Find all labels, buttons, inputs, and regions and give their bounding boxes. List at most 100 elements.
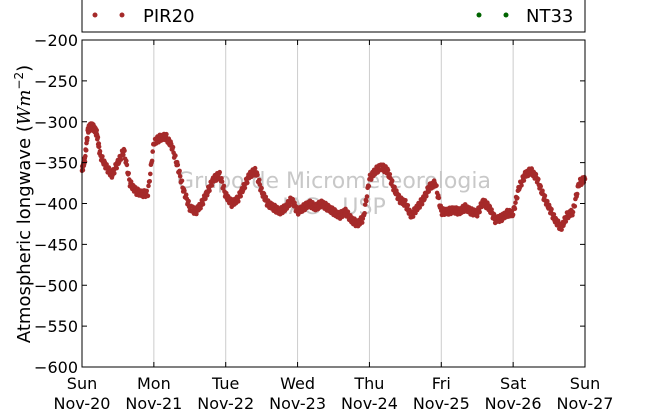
x-tick-label-date: Nov-27 [557,394,614,409]
data-point-pir20 [387,172,393,177]
data-point-pir20 [106,165,112,170]
x-tick-label-day: Thu [353,374,384,393]
data-point-pir20 [122,148,127,153]
data-point-pir20 [436,195,442,201]
x-tick-label-date: Nov-21 [125,394,182,409]
data-point-pir20 [186,198,191,204]
data-point-pir20 [533,171,539,177]
data-point-pir20 [179,178,185,184]
data-point-pir20 [572,204,578,209]
data-point-pir20 [114,165,119,171]
data-point-pir20 [290,197,296,202]
data-point-pir20 [94,127,99,133]
data-point-pir20 [203,196,208,202]
data-point-pir20 [540,188,545,193]
data-point-pir20 [146,183,151,189]
y-tick-label: −400 [34,195,78,214]
data-point-pir20 [419,201,425,207]
data-point-pir20 [362,211,367,216]
legend-marker-nt33 [476,12,482,18]
data-point-pir20 [521,178,527,183]
y-tick-label: −450 [34,235,78,254]
x-tick-label-day: Sun [570,374,600,393]
data-point-pir20 [410,214,416,219]
data-point-pir20 [559,227,564,232]
data-point-pir20 [82,159,88,164]
x-tick-label-date: Nov-25 [413,394,470,409]
data-point-pir20 [97,148,103,154]
data-point-pir20 [149,158,155,164]
data-point-pir20 [364,194,370,199]
y-axis: −200 −250 −300 −350 −400 −450 −500 −550 −600 [34,31,585,377]
data-point-pir20 [194,211,199,217]
y-axis-label-exponent: −2 [12,72,26,90]
data-point-pir20 [164,131,169,137]
data-point-pir20 [542,193,548,198]
x-tick-label-date: Nov-20 [54,394,111,409]
data-point-pir20 [118,157,124,162]
legend-marker-pir20-2 [119,12,125,18]
data-point-pir20 [182,188,187,193]
data-point-pir20 [392,184,397,190]
data-point-pir20 [112,170,117,176]
x-tick-label-day: Tue [211,374,239,393]
data-point-pir20 [238,194,243,199]
x-tick-label-date: Nov-26 [485,394,542,409]
data-point-pir20 [96,144,102,150]
data-point-pir20 [104,162,109,167]
data-point-pir20 [145,193,151,199]
data-point-pir20 [403,198,408,203]
x-tick-label-day: Sat [500,374,526,393]
data-point-pir20 [286,203,292,209]
data-point-pir20 [170,144,176,150]
data-point-pir20 [389,178,395,183]
pir20-points [79,121,588,232]
data-point-pir20 [221,183,227,189]
data-point-pir20 [570,209,576,215]
y-tick-label: −550 [34,317,78,336]
data-point-pir20 [417,205,423,210]
data-point-pir20 [424,194,429,199]
legend-marker-nt33-2 [503,12,509,18]
legend-label-nt33: NT33 [526,6,573,27]
data-point-pir20 [405,203,411,208]
data-point-pir20 [510,212,516,218]
data-point-pir20 [124,158,129,164]
y-tick-label: −250 [34,72,78,91]
data-point-pir20 [100,154,105,159]
x-tick-label-day: Fri [432,374,451,393]
data-point-pir20 [242,185,248,191]
data-point-pir20 [85,135,90,141]
data-point-pir20 [368,177,374,182]
data-point-pir20 [477,209,482,215]
data-point-pir20 [121,152,126,158]
data-point-pir20 [200,202,206,207]
data-point-pir20 [219,179,225,184]
legend-label-pir20: PIR20 [143,6,195,27]
data-point-pir20 [147,179,152,184]
data-point-pir20 [236,199,241,204]
data-point-pir20 [256,177,262,183]
data-point-pir20 [426,189,432,194]
data-point-pir20 [259,185,264,191]
data-point-pir20 [257,182,263,187]
y-axis-label-text: Atmospheric longwave ( [14,125,35,343]
data-point-pir20 [366,183,372,189]
legend: PIR20 NT33 [81,0,586,33]
data-point-pir20 [150,149,155,154]
data-point-pir20 [128,179,134,184]
data-point-pir20 [385,167,391,173]
x-gridlines [153,40,514,367]
x-tick-label-day: Sun [67,374,97,393]
data-point-pir20 [245,180,250,186]
y-tick-label: −300 [34,113,78,132]
watermark-line1: Grupo de Micrometeorologia [177,169,491,194]
data-point-pir20 [364,198,369,204]
data-point-pir20 [252,165,258,171]
y-axis-label-unit: Wm [14,90,35,126]
x-tick-label-day: Wed [280,374,315,393]
data-point-pir20 [434,183,439,188]
data-point-pir20 [359,220,365,225]
data-point-pir20 [536,176,541,182]
